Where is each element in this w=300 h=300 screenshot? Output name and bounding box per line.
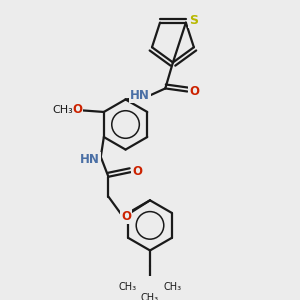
Text: CH₃: CH₃ (141, 293, 159, 300)
Text: CH₃: CH₃ (118, 282, 136, 292)
Text: O: O (121, 210, 131, 223)
Text: CH₃: CH₃ (164, 282, 182, 292)
Text: O: O (132, 165, 142, 178)
Text: HN: HN (80, 153, 100, 166)
Text: S: S (189, 14, 198, 27)
Text: CH₃: CH₃ (53, 104, 74, 115)
Text: O: O (189, 85, 199, 98)
Text: O: O (73, 103, 82, 116)
Text: HN: HN (130, 89, 150, 102)
